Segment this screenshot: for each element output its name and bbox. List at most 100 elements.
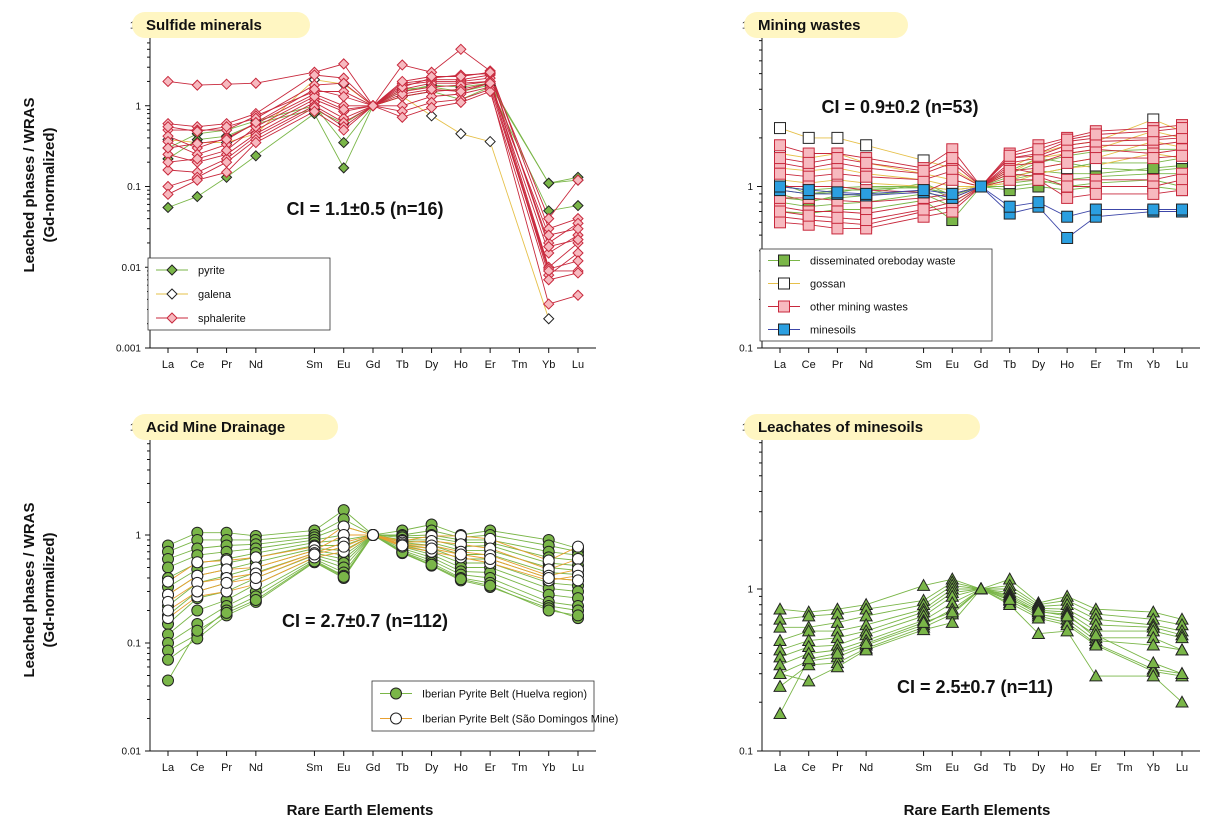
x-tick-label-gd: Gd	[366, 762, 381, 774]
data-point	[1061, 133, 1074, 146]
data-point	[250, 116, 262, 129]
data-point	[1176, 184, 1188, 197]
data-point	[974, 581, 988, 595]
data-point	[802, 184, 815, 197]
data-point	[773, 679, 787, 692]
data-point	[945, 615, 960, 628]
data-point	[802, 131, 815, 144]
data-point	[572, 574, 584, 587]
data-point	[191, 137, 203, 150]
legend-swatch-marker	[390, 687, 402, 700]
data-point	[191, 153, 203, 165]
x-tick-label-tb: Tb	[1003, 359, 1016, 371]
data-point	[831, 152, 844, 165]
x-tick-label-er: Er	[485, 359, 496, 371]
x-tick-label-yb: Yb	[542, 359, 555, 371]
data-point	[542, 571, 555, 584]
x-tick-label-sm: Sm	[306, 762, 323, 774]
data-point	[802, 209, 815, 222]
data-point	[338, 103, 350, 116]
x-tick-label-ce: Ce	[190, 762, 204, 774]
data-point	[1176, 122, 1188, 135]
x-tick-label-pr: Pr	[221, 762, 232, 774]
data-point	[1031, 604, 1046, 617]
x-tick-label-yb: Yb	[542, 762, 555, 774]
data-point	[859, 636, 873, 649]
x-tick-label-gd: Gd	[974, 359, 989, 371]
data-point	[454, 548, 467, 561]
x-tick-label-sm: Sm	[915, 359, 932, 371]
x-tick-label-dy: Dy	[1032, 762, 1046, 774]
data-point	[572, 223, 584, 235]
legend-entry: minesoils	[810, 325, 856, 337]
x-tick-label-er: Er	[485, 762, 496, 774]
x-tick-label-gd: Gd	[974, 762, 989, 774]
x-tick-label-lu: Lu	[572, 359, 584, 371]
x-tick-label-tm: Tm	[1117, 359, 1133, 371]
data-point	[191, 604, 204, 617]
x-tick-label-pr: Pr	[221, 359, 232, 371]
panel-title-badge	[744, 12, 908, 38]
data-point	[1061, 191, 1074, 204]
legend-swatch-marker	[390, 712, 402, 725]
data-point	[1175, 695, 1189, 708]
data-point	[396, 88, 408, 100]
x-axis-label-left: Rare Earth Elements	[287, 802, 434, 819]
panel-leachates-of-minesoils: 0.1110LaCePrNdSmEuGdTbDyHoErTmYbLuLeacha…	[739, 414, 1200, 774]
data-point	[484, 77, 496, 89]
data-point	[860, 156, 873, 169]
legend-entry: galena	[198, 289, 232, 301]
legend-entry: sphalerite	[198, 313, 246, 325]
data-point	[250, 77, 262, 89]
data-point	[801, 651, 816, 665]
data-point	[572, 540, 584, 553]
x-tick-label-nd: Nd	[859, 762, 873, 774]
data-point	[396, 539, 409, 552]
panel-title: Mining wastes	[758, 17, 861, 34]
data-point	[860, 214, 873, 227]
x-tick-label-ce: Ce	[802, 359, 816, 371]
data-point	[543, 240, 555, 253]
y-axis-label-top-2: (Gd-normalized)	[41, 127, 58, 242]
data-point	[191, 190, 203, 203]
data-point	[774, 216, 786, 229]
data-point	[484, 579, 497, 592]
x-tick-label-dy: Dy	[425, 762, 439, 774]
data-point	[860, 139, 873, 152]
data-point	[946, 173, 959, 186]
data-point	[801, 674, 816, 687]
ci-annotation: CI = 0.9±0.2 (n=53)	[822, 97, 979, 117]
data-point	[249, 551, 262, 564]
y-axis-label-bottom-2: (Gd-normalized)	[41, 532, 58, 647]
panel-sulfide-minerals: 0.0010.010.1110LaCePrNdSmEuGdTbDyHoErTmY…	[116, 12, 596, 371]
data-point	[1089, 187, 1102, 200]
data-point	[1061, 210, 1074, 223]
data-point	[162, 142, 174, 154]
y-tick-label: 0.1	[739, 747, 753, 758]
data-point	[1031, 611, 1046, 624]
x-tick-label-tb: Tb	[396, 359, 409, 371]
data-point	[1146, 638, 1161, 651]
panel-title-badge	[132, 414, 338, 440]
data-point	[1176, 149, 1188, 162]
x-tick-label-lu: Lu	[1176, 762, 1188, 774]
data-point	[1003, 164, 1016, 177]
x-tick-label-er: Er	[1090, 762, 1101, 774]
data-point	[831, 211, 844, 224]
x-tick-label-tm: Tm	[511, 762, 527, 774]
data-point	[1060, 624, 1074, 637]
legend-entry: gossan	[810, 279, 845, 291]
legend-swatch-marker	[166, 312, 178, 324]
x-tick-label-sm: Sm	[306, 359, 323, 371]
data-point	[308, 105, 321, 118]
panel-acid-mine-drainage: 0.010.1110LaCePrNdSmEuGdTbDyHoErTmYbLuAc…	[122, 414, 618, 774]
data-point	[860, 187, 873, 200]
data-point	[774, 205, 786, 218]
data-point	[1060, 609, 1074, 622]
data-point	[543, 177, 555, 189]
data-point	[425, 110, 438, 122]
data-point	[1089, 203, 1102, 216]
data-point	[396, 111, 408, 123]
panel-title-badge	[744, 414, 980, 440]
data-point	[1175, 630, 1189, 644]
